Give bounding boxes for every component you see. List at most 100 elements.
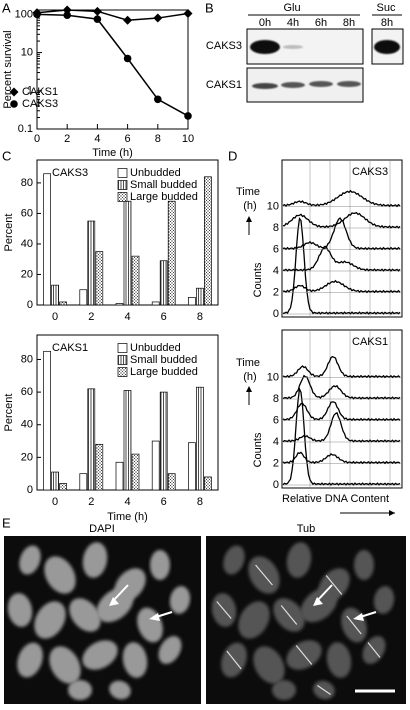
time-tick: 10 (267, 371, 279, 383)
blot-group: Suc (377, 2, 396, 14)
arrow-head (109, 597, 119, 606)
panel-letter: C (2, 148, 11, 163)
y-tick-label: 0 (27, 299, 33, 311)
marker (33, 10, 41, 19)
legend-swatch (117, 168, 128, 178)
y-label: Percent survival (2, 30, 14, 108)
time-tick: 2 (273, 457, 279, 469)
bar (188, 297, 196, 306)
y-tick-label: 20 (21, 268, 33, 280)
spindle (226, 650, 242, 670)
time-tick: 2 (273, 286, 279, 298)
image-label: DAPI (89, 523, 115, 535)
cell (373, 586, 395, 614)
x-tick-label: 8 (155, 133, 161, 145)
marker (123, 15, 133, 25)
cell (238, 601, 270, 639)
panel-letter: D (228, 148, 237, 163)
cell (109, 680, 131, 700)
marker (123, 54, 132, 63)
blot-group: Glu (283, 2, 300, 14)
y-tick-label: 60 (21, 386, 33, 398)
bar (204, 176, 212, 306)
legend-label: Large budded (130, 191, 198, 203)
cell (158, 636, 182, 664)
bar (115, 461, 124, 491)
bar (159, 391, 168, 491)
band (374, 40, 400, 54)
y-tick-label: 80 (21, 353, 33, 365)
x-tick-label: 8 (197, 311, 203, 323)
western-blot: Glu Suc 0h 4h 6h 8h 8h CAKS3 CAKS1 (206, 2, 404, 103)
time-tick: 10 (267, 200, 279, 212)
bar (87, 220, 96, 306)
spindle (255, 564, 273, 586)
bar (115, 303, 124, 306)
band (283, 45, 303, 49)
arrow-head (389, 510, 395, 516)
histogram-trace (282, 374, 401, 400)
cell (19, 545, 41, 575)
lane-label: 0h (259, 17, 271, 29)
image-label: Tub (297, 523, 316, 535)
legend-label: Unbudded (130, 342, 181, 354)
spindle (325, 575, 343, 595)
bar (131, 453, 140, 491)
bar (159, 260, 168, 306)
spindle (367, 642, 381, 658)
row-label: CAKS1 (206, 79, 242, 91)
time-tick: 6 (273, 243, 279, 255)
arrow-head (246, 386, 252, 392)
bar (188, 442, 196, 491)
time-tick: 8 (273, 393, 279, 405)
x-tick-label: 2 (88, 496, 94, 508)
spindle (295, 645, 313, 665)
histogram-frame (281, 329, 403, 489)
series-line (36, 13, 189, 117)
bar (79, 473, 88, 491)
y-tick-label: 1 (27, 85, 33, 97)
x-tick-label: 0 (52, 496, 58, 508)
x-label: Relative DNA Content (282, 493, 389, 505)
legend-label: Unbudded (130, 167, 181, 179)
x-tick-label: 4 (94, 133, 100, 145)
time-tick: 0 (273, 479, 279, 491)
bar (87, 388, 96, 491)
band (281, 82, 305, 88)
strain-label: CAKS3 (352, 166, 388, 178)
histogram-trace (283, 279, 401, 294)
band (252, 83, 278, 89)
legend-swatch (117, 180, 128, 190)
panel-letters: A B C D E (2, 0, 237, 530)
cell (300, 587, 338, 623)
y-label: Percent (3, 214, 15, 252)
marker (184, 112, 192, 120)
cell (169, 586, 191, 614)
cell (96, 587, 134, 623)
y-tick-label: 40 (21, 419, 33, 431)
bar (95, 251, 104, 306)
bar (43, 173, 51, 306)
flow-labels: Time (h) Time (h) Counts Counts Relative… (236, 186, 395, 516)
bar (167, 473, 176, 491)
cell (68, 680, 92, 700)
bar (51, 471, 59, 491)
histogram-trace (282, 355, 401, 379)
y-tick-label: 40 (21, 238, 33, 250)
spindle (346, 615, 362, 635)
cell (253, 646, 285, 684)
histogram-frame (281, 159, 403, 318)
x-tick-label: 0 (34, 133, 40, 145)
strain-label: CAKS1 (352, 336, 388, 348)
plot-frame (36, 9, 189, 130)
histogram-trace (282, 386, 401, 486)
cell (44, 556, 76, 594)
cell (7, 593, 33, 627)
micrographs: DAPI Tub (4, 523, 406, 704)
y-tick-label: 60 (21, 207, 33, 219)
lane-label: 4h (287, 17, 299, 29)
time-label: Time (236, 357, 260, 369)
bar (167, 200, 176, 306)
histogram-trace (282, 401, 401, 422)
row-label: CAKS3 (206, 40, 242, 52)
